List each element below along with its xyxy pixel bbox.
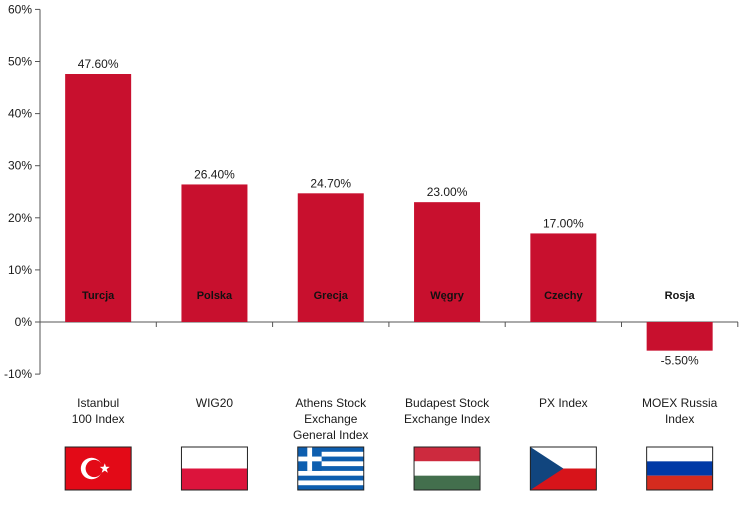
country-label: Turcja — [82, 290, 115, 302]
bar — [414, 202, 481, 322]
hungary-flag — [413, 446, 481, 491]
bar — [297, 193, 364, 322]
category-label: Istanbul — [77, 396, 119, 410]
y-tick-label: -10% — [4, 367, 32, 381]
data-label: 17.00% — [543, 216, 584, 230]
bar — [181, 184, 248, 322]
bar — [65, 74, 132, 322]
bar — [530, 233, 597, 322]
data-label: 24.70% — [310, 176, 351, 190]
category-label: Athens Stock — [295, 396, 367, 410]
category-label: Budapest Stock — [405, 396, 490, 410]
category-label: 100 Index — [72, 412, 125, 426]
y-tick-label: 20% — [8, 211, 32, 225]
y-tick-label: 40% — [8, 107, 32, 121]
country-label: Grecja — [314, 290, 349, 302]
bar — [646, 322, 713, 351]
country-label: Czechy — [544, 290, 583, 302]
y-tick-label: 30% — [8, 159, 32, 173]
data-label: 47.60% — [78, 57, 119, 71]
data-label: 26.40% — [194, 167, 235, 181]
czech-flag — [529, 446, 597, 491]
category-label: Exchange Index — [404, 412, 490, 426]
category-label: Exchange — [304, 412, 358, 426]
data-label: 23.00% — [427, 185, 468, 199]
category-label: WIG20 — [196, 396, 234, 410]
country-label: Rosja — [665, 290, 696, 302]
turkey-flag — [64, 446, 132, 491]
y-tick-label: 50% — [8, 55, 32, 69]
y-tick-label: 0% — [15, 315, 33, 329]
y-tick-label: 10% — [8, 263, 32, 277]
russia-flag — [646, 446, 714, 491]
greece-flag — [297, 446, 365, 491]
country-label: Polska — [197, 290, 233, 302]
country-label: Węgry — [430, 290, 465, 302]
poland-flag — [180, 446, 248, 491]
category-label: General Index — [293, 428, 368, 442]
category-label: PX Index — [539, 396, 588, 410]
category-label: Index — [665, 412, 694, 426]
category-label: MOEX Russia — [642, 396, 718, 410]
y-tick-label: 60% — [8, 2, 32, 16]
data-label: -5.50% — [661, 354, 699, 368]
